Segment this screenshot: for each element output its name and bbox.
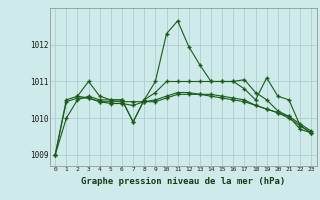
X-axis label: Graphe pression niveau de la mer (hPa): Graphe pression niveau de la mer (hPa) [81, 177, 285, 186]
